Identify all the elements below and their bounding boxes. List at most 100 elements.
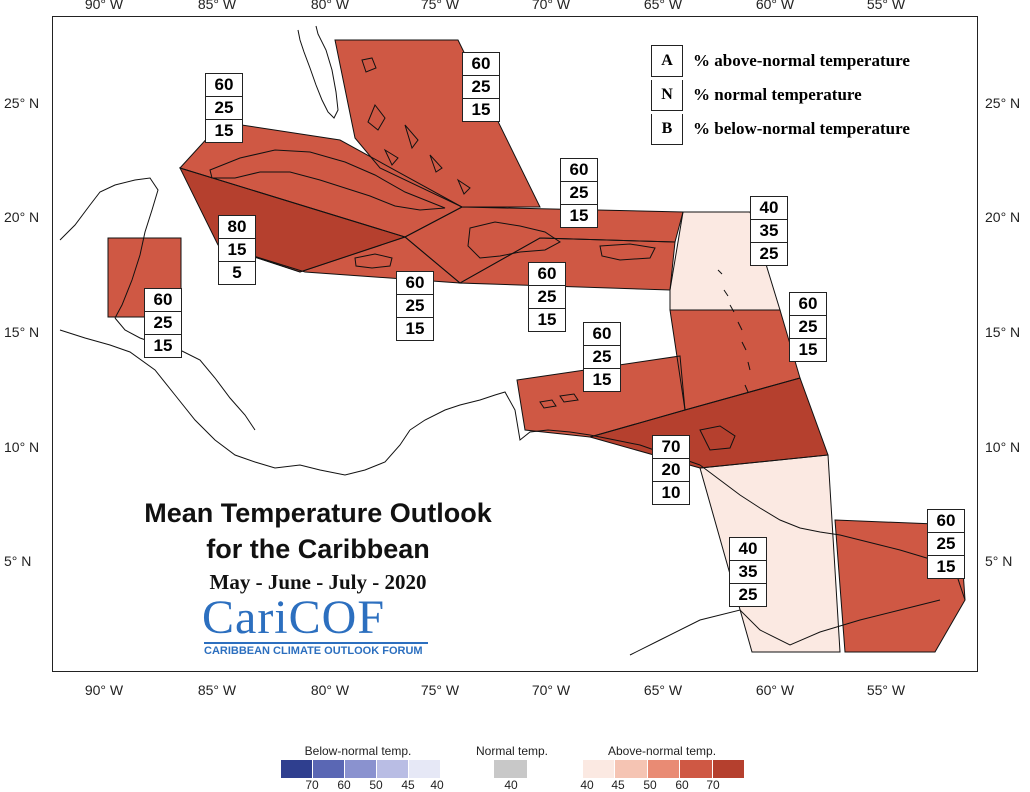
colorbar-tick: 60 xyxy=(675,778,689,792)
prob-above: 40 xyxy=(750,196,788,220)
prob-normal: 15 xyxy=(218,239,256,262)
legend-key: N xyxy=(651,79,683,111)
lon-tick: 75° W xyxy=(420,682,460,698)
probability-triplet-puerto-rico: 60 25 15 xyxy=(560,158,598,228)
legend-key: A xyxy=(651,45,683,77)
colorbar-above-swatch xyxy=(583,760,616,778)
prob-below: 15 xyxy=(528,309,566,332)
prob-below: 10 xyxy=(652,482,690,505)
colorbar-below-swatch xyxy=(281,760,313,778)
lon-tick: 60° W xyxy=(755,682,795,698)
lon-tick: 80° W xyxy=(310,682,350,698)
colorbar-tick: 45 xyxy=(611,778,625,792)
map-title: Mean Temperature Outlook xyxy=(144,498,492,528)
logo-subtitle: CARIBBEAN CLIMATE OUTLOOK FORUM xyxy=(204,645,423,657)
central-america-inner xyxy=(114,317,256,431)
legend-key: B xyxy=(651,113,683,145)
lat-tick: 5° N xyxy=(985,553,1013,569)
prob-above: 60 xyxy=(144,288,182,312)
legend-row-above: A % above-normal temperature xyxy=(651,44,910,78)
probability-triplet-windward-islands: 60 25 15 xyxy=(789,292,827,362)
colorbar-tick: 50 xyxy=(369,778,383,792)
lat-tick: 20° N xyxy=(4,209,40,225)
lat-tick: 15° N xyxy=(985,324,1021,340)
colorbar-normal xyxy=(494,760,528,778)
central-america-coast xyxy=(59,329,411,476)
legend-label: % above-normal temperature xyxy=(693,51,910,70)
lesser-antilles xyxy=(717,269,751,393)
prob-above: 60 xyxy=(560,158,598,182)
colorbar-above-swatch xyxy=(712,760,746,778)
prob-below: 15 xyxy=(560,205,598,228)
colorbar-tick: 45 xyxy=(401,778,415,792)
abc-islands xyxy=(539,393,579,409)
colorbar-below-swatch xyxy=(409,760,441,778)
colorbar-below-swatch xyxy=(377,760,409,778)
caricof-logo: CariCOF xyxy=(202,591,386,644)
colorbar-below-swatch xyxy=(313,760,345,778)
puerto-rico-coast xyxy=(599,243,656,261)
prob-above: 60 xyxy=(462,52,500,76)
lat-tick: 5° N xyxy=(4,553,32,569)
probability-triplet-cuba: 60 25 15 xyxy=(205,73,243,143)
legend-label: % below-normal temperature xyxy=(693,119,910,138)
lon-tick: 65° W xyxy=(643,0,683,12)
prob-normal: 35 xyxy=(750,220,788,243)
yucatan-coast xyxy=(59,177,159,319)
lat-tick: 20° N xyxy=(985,209,1021,225)
colorbar-above-title: Above-normal temp. xyxy=(607,744,717,758)
region-trinidad xyxy=(590,378,828,468)
region-guyana xyxy=(700,455,840,652)
lon-tick: 90° W xyxy=(84,682,124,698)
probability-triplet-cayman: 80 15 5 xyxy=(218,215,256,285)
legend-row-below: B % below-normal temperature xyxy=(651,112,910,146)
prob-below: 15 xyxy=(583,369,621,392)
colorbar-tick: 40 xyxy=(504,778,518,792)
colorbar-above xyxy=(583,760,746,778)
probability-triplet-suriname-french-guiana: 60 25 15 xyxy=(927,509,965,579)
prob-below: 15 xyxy=(462,99,500,122)
lat-tick: 25° N xyxy=(4,95,40,111)
south-america-inner xyxy=(629,599,941,656)
colorbar-above-swatch xyxy=(680,760,713,778)
prob-normal: 25 xyxy=(583,346,621,369)
probability-triplet-hispaniola: 60 25 15 xyxy=(528,262,566,332)
prob-below: 15 xyxy=(927,556,965,579)
probability-triplet-guyana: 40 35 25 xyxy=(729,537,767,607)
prob-normal: 25 xyxy=(144,312,182,335)
florida-coast xyxy=(297,25,339,119)
colorbar-above-swatch xyxy=(647,760,681,778)
prob-above: 60 xyxy=(583,322,621,346)
prob-normal: 20 xyxy=(652,459,690,482)
colorbar-tick: 40 xyxy=(430,778,444,792)
prob-below: 15 xyxy=(205,120,243,143)
colorbar-tick: 40 xyxy=(580,778,594,792)
prob-normal: 25 xyxy=(396,295,434,318)
probability-triplet-trinidad: 70 20 10 xyxy=(652,435,690,505)
jamaica-coast xyxy=(354,253,393,269)
probability-triplet-belize: 60 25 15 xyxy=(144,288,182,358)
prob-above: 70 xyxy=(652,435,690,459)
logo-rule xyxy=(204,642,428,644)
region-windward-islands xyxy=(670,310,800,410)
probability-triplet-jamaica: 60 25 15 xyxy=(396,271,434,341)
lon-tick: 90° W xyxy=(84,0,124,12)
colorbar-below-title: Below-normal temp. xyxy=(304,744,412,758)
colombia-coast xyxy=(409,391,701,466)
prob-below: 15 xyxy=(396,318,434,341)
lon-tick: 85° W xyxy=(197,0,237,12)
lon-tick: 60° W xyxy=(755,0,795,12)
map-subtitle: for the Caribbean xyxy=(206,534,430,564)
bahamas-islands xyxy=(361,57,471,195)
colorbar-normal-title: Normal temp. xyxy=(475,744,549,758)
region-cuba xyxy=(180,122,462,237)
colorbar-tick: 50 xyxy=(643,778,657,792)
legend-row-normal: N % normal temperature xyxy=(651,78,910,112)
lon-tick: 75° W xyxy=(420,0,460,12)
probability-triplet-leeward-islands: 40 35 25 xyxy=(750,196,788,266)
colorbar-below-swatch xyxy=(345,760,377,778)
lat-tick: 25° N xyxy=(985,95,1021,111)
lon-tick: 70° W xyxy=(531,0,571,12)
prob-normal: 25 xyxy=(528,286,566,309)
colorbar-above-swatch xyxy=(615,760,648,778)
